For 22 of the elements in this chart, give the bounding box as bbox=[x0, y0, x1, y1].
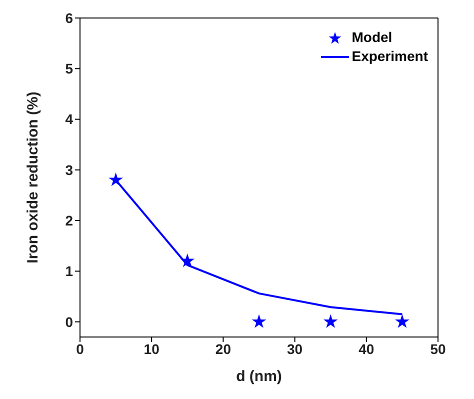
point bbox=[252, 314, 266, 328]
x-axis-title: d (nm) bbox=[236, 368, 282, 385]
y-tick-label: 0 bbox=[65, 314, 74, 330]
x-tick-label: 30 bbox=[287, 340, 303, 357]
point bbox=[180, 253, 195, 268]
y-axis-title: Iron oxide reduction (%) bbox=[24, 92, 42, 264]
y-tick-label: 1 bbox=[65, 263, 74, 280]
y-tick-label: 4 bbox=[65, 111, 74, 128]
y-tick-label: 5 bbox=[65, 60, 74, 77]
x-tick-label: 40 bbox=[358, 340, 374, 357]
legend-label: Experiment bbox=[352, 47, 428, 66]
x-tick-label: 0 bbox=[76, 340, 84, 357]
point bbox=[323, 314, 338, 328]
y-tick-label: 3 bbox=[65, 162, 74, 178]
point bbox=[108, 172, 123, 186]
y-tick-label: 6 bbox=[65, 10, 74, 26]
point bbox=[395, 314, 410, 328]
y-tick-label: 2 bbox=[65, 212, 74, 229]
x-tick-label: 20 bbox=[215, 340, 232, 357]
x-tick-label: 50 bbox=[430, 340, 446, 357]
x-tick-label: 10 bbox=[144, 340, 160, 357]
legend-label: Model bbox=[352, 28, 392, 47]
